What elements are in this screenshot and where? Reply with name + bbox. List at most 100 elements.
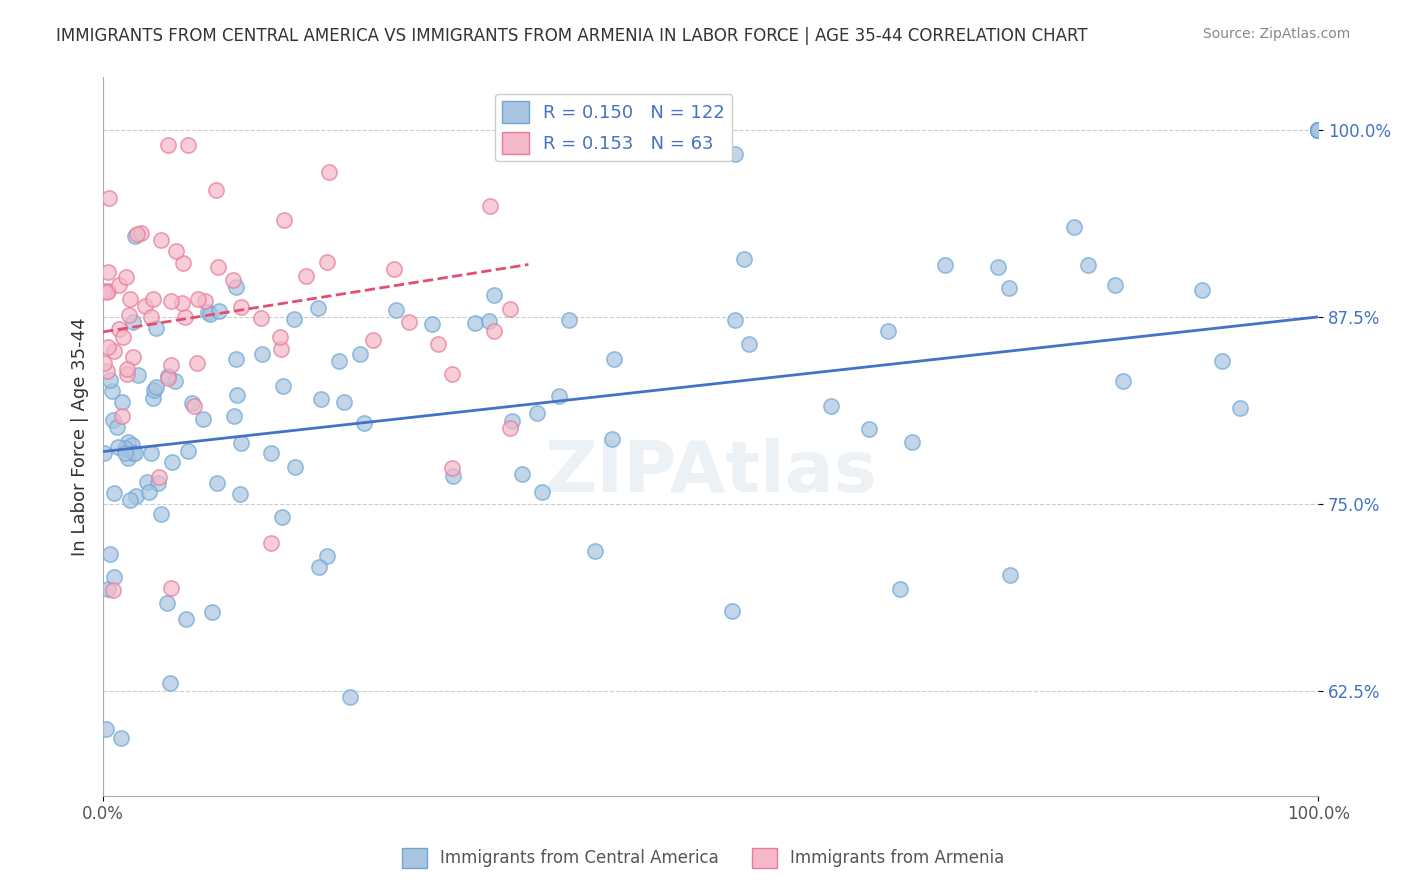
Immigrants from Central America [987,260,1010,274]
Immigrants from Central America [141,446,163,460]
Immigrants from Central America [205,475,228,490]
Immigrants from Central America [548,389,571,403]
Immigrants from Central America [105,420,128,434]
Immigrants from Central America [1308,123,1330,137]
Immigrants from Armenia [156,371,179,385]
Text: ZIPAtlas: ZIPAtlas [544,438,877,507]
Immigrants from Armenia [250,310,273,325]
Immigrants from Central America [146,476,169,491]
Immigrants from Central America [1308,123,1330,137]
Immigrants from Armenia [103,343,125,358]
Immigrants from Armenia [441,461,464,475]
Immigrants from Armenia [159,358,181,372]
Immigrants from Central America [228,487,250,501]
Immigrants from Central America [121,446,143,460]
Immigrants from Central America [603,352,626,367]
Immigrants from Armenia [174,310,197,325]
Immigrants from Central America [97,582,120,596]
Immigrants from Central America [1308,123,1330,137]
Immigrants from Central America [1308,123,1330,137]
Immigrants from Central America [1063,219,1085,234]
Immigrants from Central America [858,422,880,436]
Immigrants from Central America [1308,123,1330,137]
Immigrants from Central America [197,305,219,319]
Immigrants from Central America [191,411,214,425]
Immigrants from Central America [1229,401,1251,416]
Immigrants from Armenia [318,165,340,179]
Immigrants from Armenia [98,191,121,205]
Immigrants from Armenia [115,361,138,376]
Immigrants from Central America [1308,123,1330,137]
Immigrants from Central America [145,321,167,335]
Immigrants from Armenia [112,330,135,344]
Y-axis label: In Labor Force | Age 35-44: In Labor Force | Age 35-44 [72,318,89,556]
Immigrants from Armenia [398,315,420,329]
Immigrants from Armenia [222,273,245,287]
Immigrants from Central America [531,485,554,500]
Immigrants from Central America [225,279,247,293]
Immigrants from Central America [124,228,146,243]
Immigrants from Central America [876,324,898,338]
Immigrants from Central America [1308,123,1330,137]
Immigrants from Central America [510,467,533,481]
Immigrants from Central America [181,396,204,410]
Immigrants from Central America [328,354,350,368]
Immigrants from Central America [1308,123,1330,137]
Immigrants from Central America [501,414,523,428]
Legend: Immigrants from Central America, Immigrants from Armenia: Immigrants from Central America, Immigra… [395,841,1011,875]
Immigrants from Central America [174,612,197,626]
Immigrants from Armenia [172,255,194,269]
Immigrants from Central America [127,368,149,382]
Immigrants from Central America [226,388,249,402]
Immigrants from Central America [145,380,167,394]
Immigrants from Armenia [499,301,522,316]
Immigrants from Central America [229,436,252,450]
Immigrants from Central America [114,442,136,456]
Immigrants from Central America [1211,354,1233,368]
Immigrants from Central America [142,391,165,405]
Immigrants from Armenia [273,213,295,227]
Immigrants from Central America [142,383,165,397]
Immigrants from Central America [114,446,136,460]
Immigrants from Central America [124,446,146,460]
Immigrants from Central America [225,351,247,366]
Immigrants from Central America [101,384,124,398]
Immigrants from Central America [441,469,464,483]
Legend: R = 0.150   N = 122, R = 0.153   N = 63: R = 0.150 N = 122, R = 0.153 N = 63 [495,94,733,161]
Immigrants from Armenia [115,367,138,381]
Immigrants from Armenia [118,308,141,322]
Immigrants from Central America [820,399,842,413]
Immigrants from Central America [207,304,229,318]
Immigrants from Central America [998,567,1021,582]
Immigrants from Central America [198,307,221,321]
Immigrants from Armenia [159,581,181,595]
Immigrants from Armenia [440,367,463,381]
Immigrants from Armenia [93,284,115,298]
Immigrants from Central America [122,315,145,329]
Immigrants from Armenia [120,293,142,307]
Immigrants from Armenia [260,536,283,550]
Immigrants from Armenia [148,470,170,484]
Immigrants from Armenia [101,583,124,598]
Immigrants from Central America [159,676,181,690]
Immigrants from Central America [1308,123,1330,137]
Immigrants from Central America [1191,284,1213,298]
Immigrants from Central America [1308,123,1330,137]
Immigrants from Central America [1308,123,1330,137]
Immigrants from Armenia [269,330,291,344]
Immigrants from Armenia [97,264,120,278]
Immigrants from Armenia [111,409,134,423]
Immigrants from Armenia [499,421,522,435]
Immigrants from Central America [93,446,115,460]
Immigrants from Armenia [114,270,136,285]
Immigrants from Central America [602,432,624,446]
Immigrants from Central America [420,317,443,331]
Immigrants from Central America [733,252,755,266]
Immigrants from Central America [117,435,139,450]
Immigrants from Armenia [165,244,187,258]
Immigrants from Central America [889,582,911,596]
Immigrants from Central America [1104,278,1126,293]
Immigrants from Central America [101,413,124,427]
Immigrants from Armenia [316,254,339,268]
Immigrants from Central America [222,409,245,423]
